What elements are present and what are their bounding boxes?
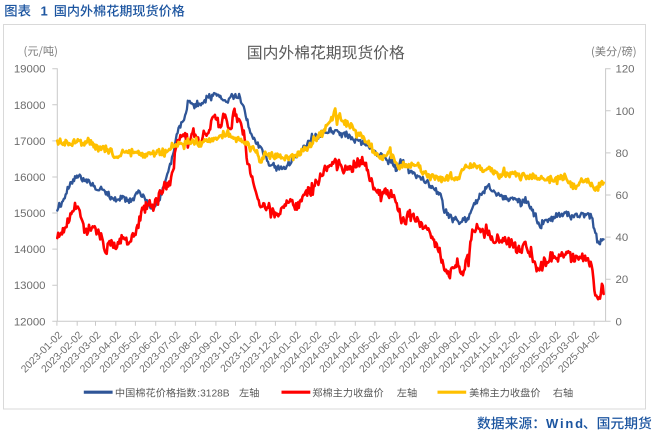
svg-text:80: 80 bbox=[616, 148, 629, 160]
svg-text:120: 120 bbox=[616, 64, 635, 76]
svg-text:100: 100 bbox=[616, 106, 635, 118]
svg-text:18000: 18000 bbox=[14, 100, 46, 112]
svg-text:16000: 16000 bbox=[14, 172, 46, 184]
svg-text:Wind: Wind bbox=[546, 416, 585, 431]
svg-text:13000: 13000 bbox=[14, 280, 46, 292]
svg-text:20: 20 bbox=[616, 274, 629, 286]
svg-text:1: 1 bbox=[41, 4, 48, 19]
svg-text:60: 60 bbox=[616, 190, 629, 202]
svg-text:19000: 19000 bbox=[14, 64, 46, 76]
svg-text:15000: 15000 bbox=[14, 208, 46, 220]
svg-text:17000: 17000 bbox=[14, 136, 46, 148]
svg-text::3128B: :3128B bbox=[197, 389, 229, 400]
svg-text:12000: 12000 bbox=[14, 316, 46, 328]
svg-text:14000: 14000 bbox=[14, 244, 46, 256]
svg-text:0: 0 bbox=[616, 316, 622, 328]
svg-text:40: 40 bbox=[616, 232, 629, 244]
